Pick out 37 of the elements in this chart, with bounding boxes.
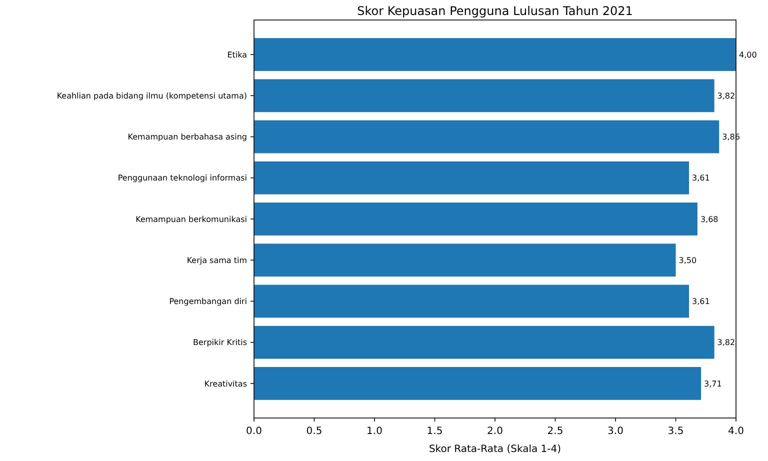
chart-title: Skor Kepuasan Pengguna Lulusan Tahun 2021 [357,4,633,18]
bar [254,326,714,359]
y-tick-label: Penggunaan teknologi informasi [118,174,247,183]
y-tick-label: Kreativitas [204,379,247,388]
bar [254,284,690,318]
y-tick-label: Kemampuan berbahasa asing [128,132,247,142]
bar [254,367,702,400]
x-axis-title: Skor Rata-Rata (Skala 1-4) [428,444,562,455]
y-tick-label: Kemampuan berkomunikasi [136,214,247,224]
data-label: 3,82 [717,91,736,100]
bar [254,161,690,194]
x-tick-label: 1.0 [366,426,382,437]
data-label: 3,61 [692,174,710,183]
x-tick-label: 3.0 [608,426,624,437]
x-tick-label: 4.0 [728,426,744,437]
bar [254,79,714,112]
bar [254,202,698,236]
data-label: 3,71 [704,379,722,388]
y-tick-label: Pengembangan diri [169,297,247,306]
bar [254,38,736,71]
data-label: 3,82 [717,338,736,348]
x-tick-label: 1.5 [426,426,443,437]
data-label: 3,50 [678,256,697,265]
x-tick-label: 0.5 [306,426,322,437]
data-label: 3,68 [700,214,718,224]
bar [254,120,720,154]
y-tick-label: Berpikir Kritis [193,338,247,348]
bar [254,244,676,277]
y-tick-label: Keahlian pada bidang ilmu (kompetensi utama) [56,91,247,100]
x-tick-label: 3.5 [668,426,684,437]
data-label: 3,61 [692,297,710,306]
x-tick-label: 0.0 [246,426,262,437]
x-tick-label: 2.5 [547,426,564,437]
data-label: 4,00 [739,50,757,60]
y-tick-label: Etika [227,50,248,60]
y-tick-label: Kerja sama tim [186,256,248,265]
x-tick-label: 2.0 [487,426,503,437]
